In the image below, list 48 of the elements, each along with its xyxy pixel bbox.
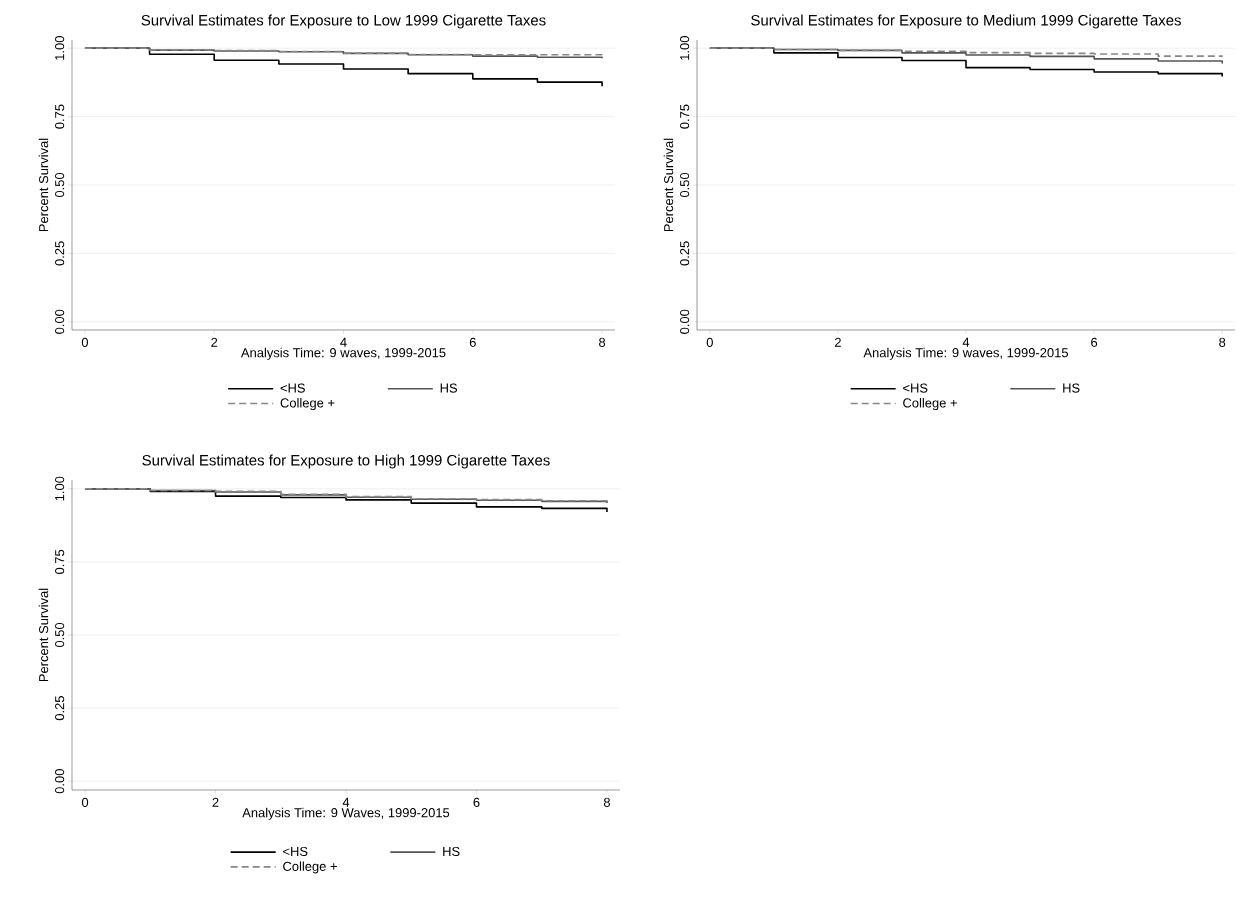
y-tick-label: 0.25 <box>55 696 65 721</box>
y-tick-label: 0.00 <box>55 309 65 334</box>
y-axis-title: Percent Survival <box>38 588 49 682</box>
x-tick-label: 4 <box>340 337 347 347</box>
x-tick-label: 2 <box>212 797 219 807</box>
y-tick-label: 0.75 <box>55 549 65 574</box>
x-tick-label: 6 <box>473 797 480 807</box>
x-tick-label: 4 <box>962 337 970 347</box>
x-axis-title: Analysis Time: 9 waves, 1999-2015 <box>240 347 446 360</box>
y-tick-label: 0.75 <box>55 104 65 129</box>
legend-label: HS <box>440 383 458 393</box>
x-tick-label: 8 <box>1219 337 1226 347</box>
legend-label: <HS <box>283 846 308 857</box>
x-tick-label: 8 <box>599 337 606 347</box>
x-tick-label: 4 <box>342 797 350 807</box>
y-tick-label: 0.00 <box>55 769 65 794</box>
legend-label: HS <box>443 846 460 857</box>
y-tick-label: 0.75 <box>680 104 690 129</box>
legend-label: College + <box>283 861 337 874</box>
x-tick-label: 2 <box>211 337 218 347</box>
chart-title: Survival Estimates for Exposure to Low 1999 Cigarette Taxes <box>141 14 546 29</box>
legend-label: <HS <box>280 383 305 393</box>
y-tick-label: 0.25 <box>55 241 65 266</box>
y-tick-label: 1.00 <box>55 36 65 60</box>
x-tick-label: 6 <box>1091 337 1098 347</box>
x-axis-title: Analysis Time: 9 waves, 1999-2015 <box>863 347 1068 360</box>
y-tick-label: 0.50 <box>55 172 65 198</box>
legend-label: College + <box>280 398 335 411</box>
legend-label: <HS <box>903 383 928 393</box>
y-tick-label: 0.50 <box>55 622 65 648</box>
y-tick-label: 1.00 <box>55 476 65 501</box>
y-axis-title: Percent Survival <box>663 138 674 232</box>
chart-title: Survival Estimates for Exposure to Medium 1999 Cigarette Taxes <box>751 14 1181 29</box>
chart-title: Survival Estimates for Exposure to High 1999 Cigarette Taxes <box>142 454 550 469</box>
y-axis-title: Percent Survival <box>38 138 49 232</box>
x-tick-label: 0 <box>706 337 713 347</box>
x-tick-label: 0 <box>81 337 89 347</box>
x-axis-title: Analysis Time: 9 Waves, 1999-2015 <box>242 807 450 820</box>
legend-label: College + <box>903 398 957 411</box>
legend-label: HS <box>1063 383 1080 393</box>
x-tick-label: 2 <box>834 337 841 347</box>
y-tick-label: 0.00 <box>680 309 690 334</box>
x-tick-label: 0 <box>81 797 89 807</box>
y-tick-label: 1.00 <box>680 36 690 60</box>
x-tick-label: 8 <box>603 797 610 807</box>
y-tick-label: 0.50 <box>680 172 690 198</box>
y-tick-label: 0.25 <box>680 241 690 266</box>
x-tick-label: 6 <box>469 337 476 347</box>
